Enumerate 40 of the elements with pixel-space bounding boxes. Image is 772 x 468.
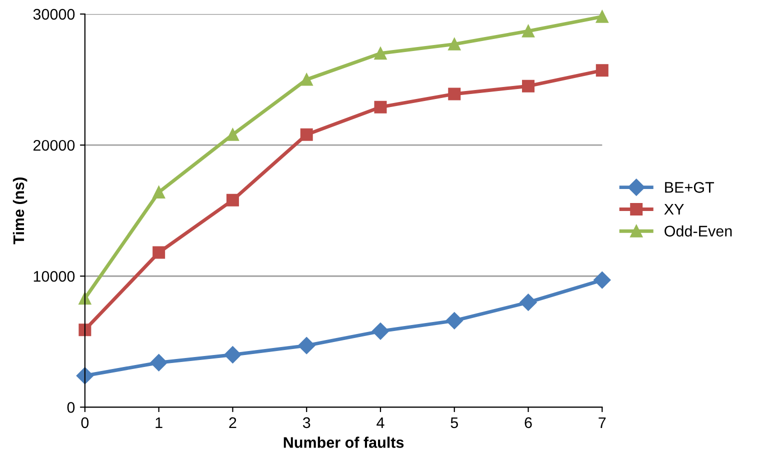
point [596,10,608,23]
point [76,367,94,384]
point [226,128,239,141]
point [150,354,168,372]
x-tick-label: 7 [598,417,606,428]
x-tick-label: 3 [302,417,310,428]
point [594,272,611,289]
point [448,88,461,100]
point [78,324,92,336]
x-tick-label: 5 [450,417,458,428]
point [522,24,535,38]
point [300,73,313,86]
legend-label: BE+GT [665,182,714,193]
x-tick-label: 4 [376,417,384,428]
x-tick-label: 2 [229,417,236,428]
point [300,128,313,141]
point [520,294,537,311]
point [522,80,535,92]
y-tick-label: 0 [67,402,75,413]
x-axis-title: Number of faults [284,436,404,448]
x-tick-label: 1 [156,417,162,428]
point [372,322,390,340]
point [152,246,166,259]
point [448,38,461,50]
point [224,346,242,364]
x-tick-label: 6 [524,417,532,428]
point [152,186,166,199]
point [374,100,387,114]
point [596,64,608,77]
y-tick-label: 10000 [34,270,75,282]
y-axis-title: Time (ns) [12,178,28,244]
point [298,337,316,354]
point [446,312,463,330]
point [226,194,239,206]
y-tick-label: 20000 [33,140,75,151]
point [374,47,387,60]
legend-label: Odd-Even [664,225,732,237]
y-tick-label: 30000 [33,8,75,20]
x-tick-label: 0 [81,417,89,428]
legend-label: XY [664,204,684,215]
